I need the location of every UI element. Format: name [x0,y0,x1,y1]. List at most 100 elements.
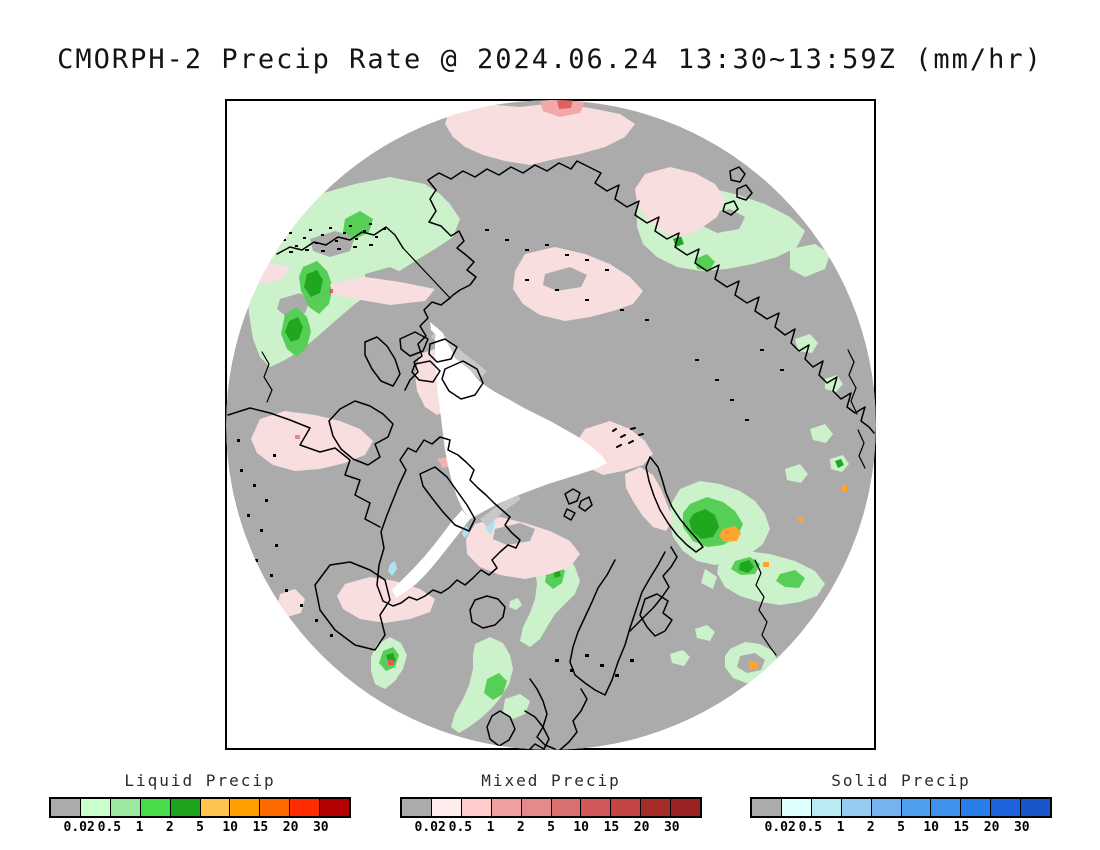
colorbar-mixed-cells [400,797,702,818]
colorbar-tick-label: 20 [282,820,299,835]
colorbar-tick-label: 30 [1013,820,1030,835]
coast-sweden-baltic [594,551,666,696]
colorbar-tick-label: 0.02 [764,820,796,835]
colorbar-tick-label: 10 [222,820,239,835]
colorbar-cell [641,799,672,816]
colorbar-tick-label: 2 [165,820,174,835]
colorbar-cell [781,799,812,816]
colorbar-tick-label: 30 [312,820,329,835]
colorbar-cell [752,799,782,816]
colorbar-cell [431,799,462,816]
islands-franz-josef [612,427,644,448]
date-line [402,247,451,299]
river-ob [857,429,866,469]
colorbar-mixed-title: Mixed Precip [481,771,621,790]
colorbar-tick-label: 1 [486,820,495,835]
island-victoria [328,400,394,466]
colorbar-cell [170,799,201,816]
coast-greenland [376,436,521,607]
colorbar-tick-label: 20 [983,820,1000,835]
coast-chukotka-south [404,297,451,391]
colorbar-cell [110,799,141,816]
coast-norway [569,559,616,691]
island-ellesmere [441,360,484,400]
island-novaya-zemlya [645,456,704,553]
colorbar-cell [80,799,111,816]
coast-baltic-south [552,688,588,750]
river-dvina [754,559,777,656]
colorbar-cell [871,799,902,816]
colorbar-liquid: Liquid Precip 0.02 0.5 1 2 5 10 15 20 30 [49,771,351,837]
colorbar-liquid-cells [49,797,351,818]
coast-kola [639,593,673,637]
river-lena [847,349,858,415]
colorbar-cell [841,799,872,816]
colorbar-tick-label: 10 [923,820,940,835]
colorbar-cell [931,799,962,816]
colorbar-tick-label: 15 [953,820,970,835]
colorbar-tick-label: 10 [573,820,590,835]
colorbar-cell [402,799,432,816]
lake-speckles [237,223,784,677]
colorbar-cell [901,799,932,816]
colorbar-cell [51,799,81,816]
colorbar-cell [200,799,231,816]
colorbar-tick-label: 30 [663,820,680,835]
colorbar-tick-label: 2 [866,820,875,835]
colorbar-liquid-title: Liquid Precip [124,771,276,790]
colorbar-solid-cells [750,797,1052,818]
colorbar-cell [1021,799,1051,816]
island-baffin [419,466,476,532]
island-banks [364,336,401,387]
colorbar-tick-label: 0.02 [63,820,95,835]
colorbar-cell [260,799,291,816]
colorbar-cell [611,799,642,816]
colorbar-cell [581,799,612,816]
colorbar-tick-label: 2 [516,820,525,835]
colorbar-cell [290,799,321,816]
island-qe-2 [428,338,458,363]
island-qe-1 [399,331,429,357]
colorbar-liquid-ticks: 0.02 0.5 1 2 5 10 15 20 30 [49,820,351,837]
colorbar-cell [551,799,582,816]
colorbar-tick-label: 0.02 [414,820,446,835]
colorbar-tick-label: 0.5 [798,820,823,835]
islands-severnaya-zemlya [722,166,753,216]
colorbar-cell [491,799,522,816]
colorbar-tick-label: 5 [897,820,905,835]
colorbar-cell [991,799,1022,816]
main-title: CMORPH-2 Precip Rate @ 2024.06.24 13:30~… [57,44,1043,75]
colorbar-cell [671,799,701,816]
river-mackenzie [261,351,273,403]
precip-map [225,99,876,750]
coast-hudson-bay [314,561,391,651]
map-content [226,100,876,750]
colorbar-cell [521,799,552,816]
colorbar-cell [461,799,492,816]
colorbar-tick-label: 1 [135,820,144,835]
coast-iceland [469,595,506,629]
coast-chukotka [427,179,477,299]
polar-map-svg [225,99,876,750]
colorbar-tick-label: 5 [547,820,555,835]
colorbar-tick-label: 0.5 [97,820,122,835]
coast-canada-mainland [227,407,381,528]
coast-siberia [427,160,875,434]
colorbar-tick-label: 1 [836,820,845,835]
coast-denmark [524,710,556,750]
coast-alaska [276,226,404,255]
colorbar-cell [320,799,350,816]
colorbar-tick-label: 20 [633,820,650,835]
island-qe-3 [411,360,441,383]
colorbar-tick-label: 15 [252,820,269,835]
colorbar-tick-label: 15 [603,820,620,835]
colorbar-solid-title: Solid Precip [831,771,971,790]
coastlines [227,160,875,750]
colorbar-tick-label: 0.5 [448,820,473,835]
colorbar-cell [961,799,992,816]
colorbar-solid-ticks: 0.02 0.5 1 2 5 10 15 20 30 [750,820,1052,837]
colorbar-cell [811,799,842,816]
colorbar-mixed: Mixed Precip 0.02 0.5 1 2 5 10 15 20 30 [400,771,702,837]
colorbar-tick-label: 5 [196,820,204,835]
